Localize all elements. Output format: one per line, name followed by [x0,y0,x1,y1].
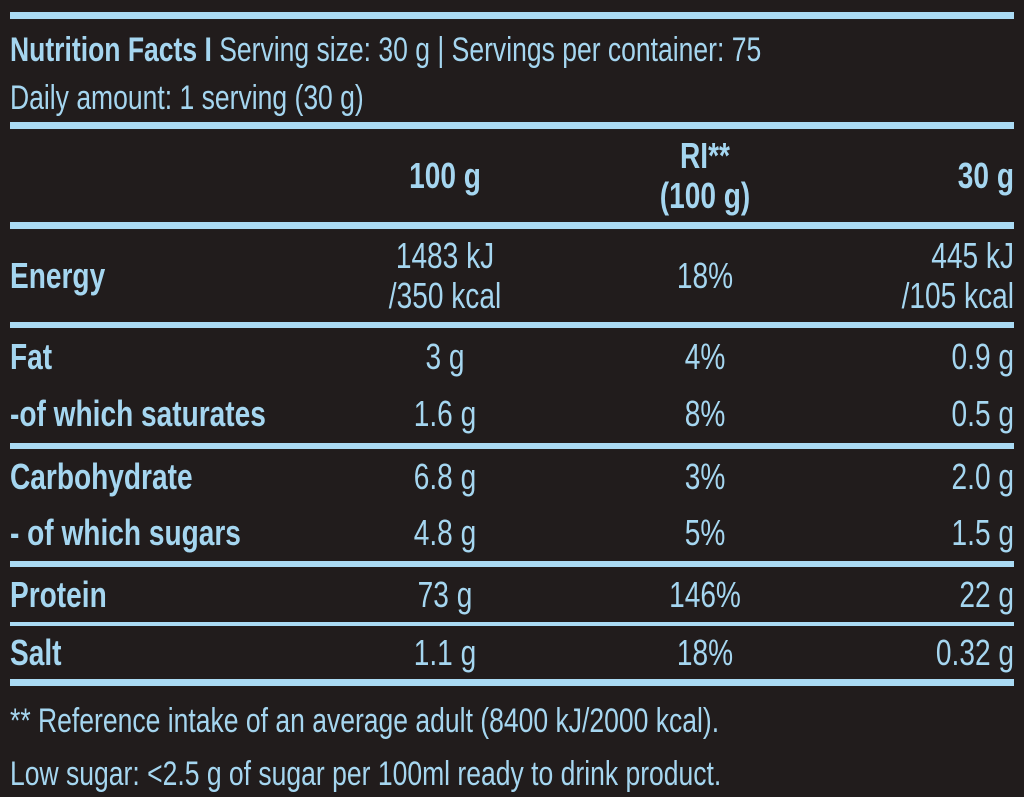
value-ri: 146% [669,573,741,615]
value-per-100g-line2: /350 kcal [388,274,502,316]
value-per-100g: 1483 kJ /350 kcal [332,234,558,316]
value-per-30g: 0.32 g [935,631,1014,673]
column-header-ri-line2: (100 g) [659,174,751,216]
value-per-30g-line1: 445 kJ [931,234,1014,276]
divider-fat [10,443,1014,449]
column-header-ri: RI** (100 g) [615,134,794,216]
value-ri: 18% [676,631,734,673]
value-per-100g: 6.8 g [413,456,477,497]
value-per-30g: 445 kJ /105 kcal [863,234,1014,316]
divider-sugars [10,561,1014,567]
footnote-reference-intake: ** Reference intake of an average adult … [10,702,720,740]
table-row-carbohydrate: Carbohydrate 6.8 g 3% 2.0 g [10,449,1014,505]
top-spacer [10,0,1014,12]
column-header-100g: 100 g [409,154,481,196]
row-label: -of which saturates [10,393,266,434]
row-label: Salt [10,631,62,673]
value-ri: 8% [684,393,726,434]
value-per-30g: 2.0 g [951,456,1014,497]
divider-column-headers [10,222,1014,229]
row-label: Carbohydrate [10,456,193,497]
table-row-sugars: - of which sugars 4.8 g 5% 1.5 g [10,505,1014,561]
label-header: Nutrition Facts I Serving size: 30 g | S… [10,19,1014,122]
value-ri: 18% [676,254,734,296]
value-per-100g-line1: 1483 kJ [395,234,495,276]
row-label: Protein [10,573,107,615]
row-label: - of which sugars [10,512,241,553]
value-ri: 3% [684,456,726,497]
divider-protein [10,622,1014,626]
daily-amount-line: Daily amount: 1 serving (30 g) [10,74,1014,122]
value-per-100g: 4.8 g [413,512,477,553]
value-ri: 5% [684,512,726,553]
value-ri: 4% [684,335,726,377]
value-per-100g: 73 g [417,573,473,615]
divider-header [10,122,1014,129]
footnote-low-sugar: Low sugar: <2.5 g of sugar per 100ml rea… [10,755,722,793]
row-label: Fat [10,335,53,377]
value-per-100g: 1.1 g [413,631,477,673]
label-title: Nutrition Facts I [10,31,212,69]
serving-info-line: Nutrition Facts I Serving size: 30 g | S… [10,26,1014,74]
value-per-30g-line2: /105 kcal [901,274,1014,316]
divider-salt [10,679,1014,686]
table-row-protein: Protein 73 g 146% 22 g [10,567,1014,622]
column-header-ri-line1: RI** [680,134,730,176]
table-row-energy: Energy 1483 kJ /350 kcal 18% 445 kJ /105… [10,229,1014,322]
divider-top [10,12,1014,19]
table-row-salt: Salt 1.1 g 18% 0.32 g [10,626,1014,679]
row-label: Energy [10,254,106,296]
value-per-30g: 0.9 g [951,335,1014,377]
value-per-30g: 1.5 g [951,512,1014,553]
value-per-100g: 1.6 g [413,393,477,434]
column-header-30g: 30 g [957,154,1014,196]
divider-energy [10,322,1014,328]
table-row-saturates: -of which saturates 1.6 g 8% 0.5 g [10,385,1014,443]
value-per-30g: 0.5 g [951,393,1014,434]
value-per-100g: 3 g [425,335,465,377]
value-per-30g: 22 g [959,573,1014,615]
label-footer: ** Reference intake of an average adult … [10,686,1014,797]
daily-amount-text: Daily amount: 1 serving (30 g) [10,79,364,117]
serving-size-text: Serving size: 30 g | Servings per contai… [219,31,762,69]
table-row-fat: Fat 3 g 4% 0.9 g [10,328,1014,385]
column-header-row: 100 g RI** (100 g) 30 g [10,129,1014,222]
